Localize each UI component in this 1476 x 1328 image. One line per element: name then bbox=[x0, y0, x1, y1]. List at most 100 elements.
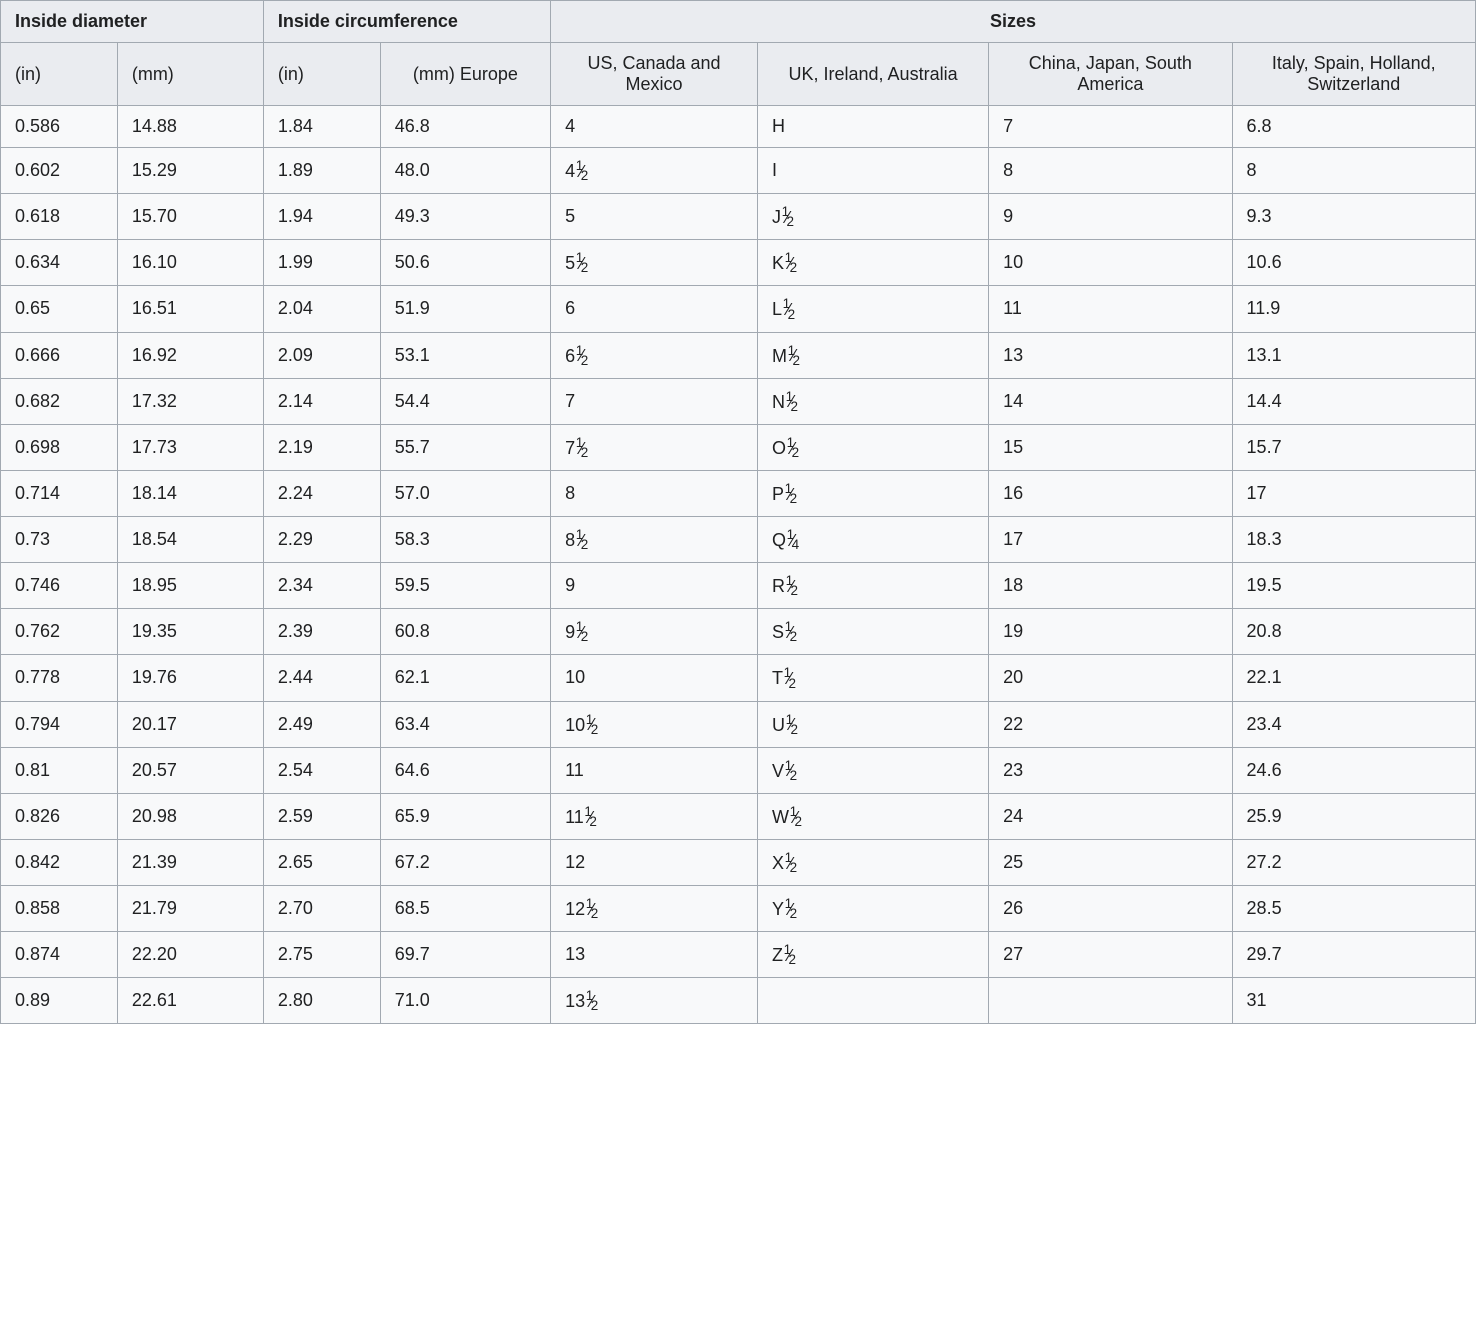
table-cell: 8 bbox=[551, 470, 758, 516]
table-cell: 17.32 bbox=[117, 378, 263, 424]
table-row: 0.71418.142.2457.08P1⁄21617 bbox=[1, 470, 1476, 516]
table-cell: 24.6 bbox=[1232, 747, 1475, 793]
table-cell: 2.24 bbox=[263, 470, 380, 516]
table-cell: 2.14 bbox=[263, 378, 380, 424]
table-cell: I bbox=[757, 148, 988, 194]
table-cell: 9 bbox=[551, 563, 758, 609]
table-cell bbox=[989, 978, 1232, 1024]
table-cell: 15.7 bbox=[1232, 424, 1475, 470]
table-cell: H bbox=[757, 106, 988, 148]
table-cell: 121⁄2 bbox=[551, 886, 758, 932]
table-row: 0.76219.352.3960.891⁄2S1⁄21920.8 bbox=[1, 609, 1476, 655]
table-cell: 54.4 bbox=[380, 378, 550, 424]
table-cell: 16 bbox=[989, 470, 1232, 516]
table-cell: 0.858 bbox=[1, 886, 118, 932]
table-cell: 6.8 bbox=[1232, 106, 1475, 148]
table-cell: 16.92 bbox=[117, 332, 263, 378]
table-cell: Y1⁄2 bbox=[757, 886, 988, 932]
table-cell: 4 bbox=[551, 106, 758, 148]
table-cell: 2.70 bbox=[263, 886, 380, 932]
table-cell: 1.94 bbox=[263, 194, 380, 240]
table-cell: 9 bbox=[989, 194, 1232, 240]
table-cell: 0.826 bbox=[1, 793, 118, 839]
table-cell: 2.04 bbox=[263, 286, 380, 332]
table-row: 0.74618.952.3459.59R1⁄21819.5 bbox=[1, 563, 1476, 609]
table-cell: 8 bbox=[989, 148, 1232, 194]
table-cell: 23 bbox=[989, 747, 1232, 793]
table-cell: 58.3 bbox=[380, 517, 550, 563]
table-cell: 64.6 bbox=[380, 747, 550, 793]
table-cell: M1⁄2 bbox=[757, 332, 988, 378]
table-cell: 16.10 bbox=[117, 240, 263, 286]
table-cell: 0.65 bbox=[1, 286, 118, 332]
header-circumference-mm-europe: (mm) Europe bbox=[380, 43, 550, 106]
header-row-1: Inside diameter Inside circumference Siz… bbox=[1, 1, 1476, 43]
table-head: Inside diameter Inside circumference Siz… bbox=[1, 1, 1476, 106]
table-cell: 19.76 bbox=[117, 655, 263, 701]
table-cell: 71⁄2 bbox=[551, 424, 758, 470]
table-cell: Q1⁄4 bbox=[757, 517, 988, 563]
table-body: 0.58614.881.8446.84H76.80.60215.291.8948… bbox=[1, 106, 1476, 1024]
table-cell: 19.35 bbox=[117, 609, 263, 655]
table-cell: 2.49 bbox=[263, 701, 380, 747]
table-cell: 0.874 bbox=[1, 932, 118, 978]
table-row: 0.58614.881.8446.84H76.8 bbox=[1, 106, 1476, 148]
table-row: 0.63416.101.9950.651⁄2K1⁄21010.6 bbox=[1, 240, 1476, 286]
table-cell: 10 bbox=[551, 655, 758, 701]
header-size-italy: Italy, Spain, Holland, Switzerland bbox=[1232, 43, 1475, 106]
table-cell: 16.51 bbox=[117, 286, 263, 332]
table-cell: 2.44 bbox=[263, 655, 380, 701]
table-cell: 22.1 bbox=[1232, 655, 1475, 701]
table-cell: 21.79 bbox=[117, 886, 263, 932]
table-cell: 1.84 bbox=[263, 106, 380, 148]
table-row: 0.84221.392.6567.212X1⁄22527.2 bbox=[1, 839, 1476, 885]
table-cell: 2.19 bbox=[263, 424, 380, 470]
table-cell: W1⁄2 bbox=[757, 793, 988, 839]
table-cell: 67.2 bbox=[380, 839, 550, 885]
table-cell: 25.9 bbox=[1232, 793, 1475, 839]
table-cell: 0.698 bbox=[1, 424, 118, 470]
table-cell: 0.89 bbox=[1, 978, 118, 1024]
header-sizes: Sizes bbox=[551, 1, 1476, 43]
table-cell: 22.20 bbox=[117, 932, 263, 978]
table-cell: 0.618 bbox=[1, 194, 118, 240]
header-diameter-mm: (mm) bbox=[117, 43, 263, 106]
table-cell: 10.6 bbox=[1232, 240, 1475, 286]
table-cell: 68.5 bbox=[380, 886, 550, 932]
header-inside-diameter: Inside diameter bbox=[1, 1, 264, 43]
table-cell: 17 bbox=[989, 517, 1232, 563]
table-cell: 51.9 bbox=[380, 286, 550, 332]
table-cell: 62.1 bbox=[380, 655, 550, 701]
table-cell: P1⁄2 bbox=[757, 470, 988, 516]
table-cell: 5 bbox=[551, 194, 758, 240]
table-cell: 61⁄2 bbox=[551, 332, 758, 378]
table-cell: 0.634 bbox=[1, 240, 118, 286]
table-cell: 71.0 bbox=[380, 978, 550, 1024]
table-cell: 2.39 bbox=[263, 609, 380, 655]
table-cell: 53.1 bbox=[380, 332, 550, 378]
table-cell: R1⁄2 bbox=[757, 563, 988, 609]
table-cell: L1⁄2 bbox=[757, 286, 988, 332]
table-row: 0.8922.612.8071.0131⁄231 bbox=[1, 978, 1476, 1024]
header-size-us: US, Canada and Mexico bbox=[551, 43, 758, 106]
table-row: 0.7318.542.2958.381⁄2Q1⁄41718.3 bbox=[1, 517, 1476, 563]
table-cell: 11 bbox=[989, 286, 1232, 332]
header-row-2: (in) (mm) (in) (mm) Europe US, Canada an… bbox=[1, 43, 1476, 106]
table-cell: 14 bbox=[989, 378, 1232, 424]
table-cell: 8 bbox=[1232, 148, 1475, 194]
table-cell: 49.3 bbox=[380, 194, 550, 240]
table-cell: 0.794 bbox=[1, 701, 118, 747]
table-cell: 1.89 bbox=[263, 148, 380, 194]
table-cell: 0.842 bbox=[1, 839, 118, 885]
table-cell: N1⁄2 bbox=[757, 378, 988, 424]
table-row: 0.61815.701.9449.35J1⁄299.3 bbox=[1, 194, 1476, 240]
table-cell: 0.73 bbox=[1, 517, 118, 563]
table-cell: 111⁄2 bbox=[551, 793, 758, 839]
table-cell: 17 bbox=[1232, 470, 1475, 516]
table-cell: 20.8 bbox=[1232, 609, 1475, 655]
table-cell: 20.98 bbox=[117, 793, 263, 839]
table-cell: 22.61 bbox=[117, 978, 263, 1024]
table-cell: 26 bbox=[989, 886, 1232, 932]
table-cell: 131⁄2 bbox=[551, 978, 758, 1024]
table-cell: 28.5 bbox=[1232, 886, 1475, 932]
